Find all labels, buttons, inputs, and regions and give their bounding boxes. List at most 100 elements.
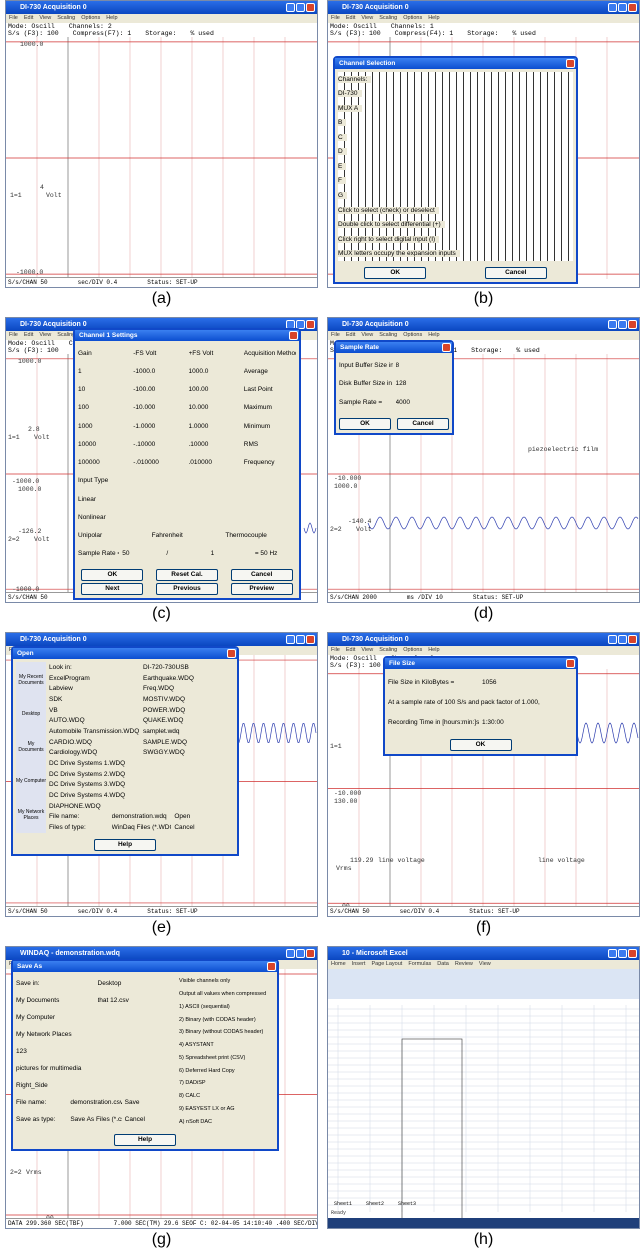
window-control[interactable]	[618, 3, 627, 12]
menu-item[interactable]: View	[39, 331, 51, 340]
menu-item[interactable]: File	[9, 14, 18, 23]
window-control[interactable]	[628, 3, 637, 12]
option[interactable]: 8) CALC	[179, 1093, 274, 1099]
window-control[interactable]	[608, 635, 617, 644]
option[interactable]: 2) Binary (with CODAS header)	[179, 1017, 274, 1023]
button[interactable]: OK	[450, 739, 512, 751]
option[interactable]: 6) Deferred Hard Copy	[179, 1068, 274, 1074]
menu-item[interactable]: View	[361, 14, 373, 23]
button[interactable]: Preview	[231, 583, 293, 595]
close-button[interactable]	[227, 649, 236, 658]
window-control[interactable]	[306, 3, 315, 12]
menu-item[interactable]: Edit	[346, 331, 355, 340]
button[interactable]: Cancel	[231, 569, 293, 581]
menu-item[interactable]: Edit	[346, 14, 355, 23]
menu-item[interactable]: Scaling	[379, 331, 397, 340]
menu-item[interactable]: Edit	[346, 646, 355, 655]
window-control[interactable]	[286, 3, 295, 12]
menu-item[interactable]: Insert	[352, 960, 366, 969]
option[interactable]: A) nSoft DAC	[179, 1119, 274, 1125]
menu-item[interactable]: Formulas	[408, 960, 431, 969]
close-button[interactable]	[566, 659, 575, 668]
menu-item[interactable]: Help	[428, 331, 439, 340]
close-button[interactable]	[289, 331, 298, 340]
menu-item[interactable]: Scaling	[379, 14, 397, 23]
button[interactable]: Help	[94, 839, 156, 851]
sheet-tab[interactable]: Sheet3	[398, 1201, 416, 1208]
button[interactable]: Reset Cal.	[156, 569, 218, 581]
window-control[interactable]	[618, 635, 627, 644]
menu-item[interactable]: File	[331, 331, 340, 340]
window-control[interactable]	[306, 320, 315, 329]
window-control[interactable]	[608, 949, 617, 958]
menu-item[interactable]: Help	[106, 14, 117, 23]
window-control[interactable]	[628, 949, 637, 958]
window-control[interactable]	[296, 635, 305, 644]
close-button[interactable]	[267, 962, 276, 971]
place[interactable]: Desktop	[16, 711, 46, 717]
menu-item[interactable]: Page Layout	[371, 960, 402, 969]
button[interactable]: OK	[81, 569, 143, 581]
place[interactable]: My Network Places	[16, 809, 46, 821]
menu-item[interactable]: Options	[403, 646, 422, 655]
window-control[interactable]	[608, 320, 617, 329]
button[interactable]: Cancel	[397, 418, 449, 430]
window-control[interactable]	[286, 949, 295, 958]
menu-item[interactable]: Help	[428, 14, 439, 23]
menu-item[interactable]: File	[9, 331, 18, 340]
place[interactable]: My Recent Documents	[16, 674, 46, 686]
menu-item[interactable]: Scaling	[57, 14, 75, 23]
option[interactable]: 4) ASYSTANT	[179, 1042, 274, 1048]
button[interactable]: Previous	[156, 583, 218, 595]
window-control[interactable]	[628, 320, 637, 329]
place[interactable]: My Documents	[16, 741, 46, 753]
dialog-text: My Network Places	[16, 1031, 176, 1038]
window-control[interactable]	[618, 320, 627, 329]
option[interactable]: 3) Binary (without CODAS header)	[179, 1029, 274, 1035]
menu-item[interactable]: Options	[403, 331, 422, 340]
menu-item[interactable]: Data	[437, 960, 449, 969]
window-control[interactable]	[286, 635, 295, 644]
menu-item[interactable]: View	[361, 646, 373, 655]
button[interactable]: Help	[114, 1134, 176, 1146]
menu-item[interactable]: View	[361, 331, 373, 340]
button[interactable]: OK	[339, 418, 391, 430]
option[interactable]: 9) EASYEST LX or AG	[179, 1106, 274, 1112]
menu-item[interactable]: View	[39, 14, 51, 23]
option[interactable]: 5) Spreadsheet print (CSV)	[179, 1055, 274, 1061]
button[interactable]: OK	[364, 267, 426, 279]
dialog-text: .010000	[189, 459, 241, 466]
menu-item[interactable]: Scaling	[379, 646, 397, 655]
sheet-tab[interactable]: Sheet1	[334, 1201, 352, 1208]
option[interactable]: Output all values when compressed	[179, 991, 274, 997]
button[interactable]: Next	[81, 583, 143, 595]
menu-item[interactable]: Help	[428, 646, 439, 655]
window-control[interactable]	[306, 635, 315, 644]
menu-item[interactable]: Edit	[24, 14, 33, 23]
menu-item[interactable]: File	[331, 14, 340, 23]
close-button[interactable]	[566, 59, 575, 68]
window-control[interactable]	[296, 3, 305, 12]
menu-item[interactable]: View	[479, 960, 491, 969]
option[interactable]: Visible channels only	[179, 978, 274, 984]
window-control[interactable]	[306, 949, 315, 958]
dialog-text: 8	[396, 362, 450, 369]
dialog-text: POWER.WDQ	[143, 707, 234, 714]
window-control[interactable]	[296, 949, 305, 958]
menu-item[interactable]: Options	[81, 14, 100, 23]
option[interactable]: 1) ASCII (sequential)	[179, 1004, 274, 1010]
place[interactable]: My Computer	[16, 778, 46, 784]
close-button[interactable]	[442, 343, 451, 352]
menu-item[interactable]: Edit	[24, 331, 33, 340]
menu-item[interactable]: Options	[403, 14, 422, 23]
window-control[interactable]	[608, 3, 617, 12]
dialog-text: File name:	[49, 813, 109, 820]
option[interactable]: 7) DADiSP	[179, 1080, 274, 1086]
menu-item[interactable]: Review	[455, 960, 473, 969]
menu-item[interactable]: File	[331, 646, 340, 655]
button[interactable]: Cancel	[485, 267, 547, 279]
window-control[interactable]	[618, 949, 627, 958]
sheet-tab[interactable]: Sheet2	[366, 1201, 384, 1208]
window-control[interactable]	[628, 635, 637, 644]
menu-item[interactable]: Home	[331, 960, 346, 969]
